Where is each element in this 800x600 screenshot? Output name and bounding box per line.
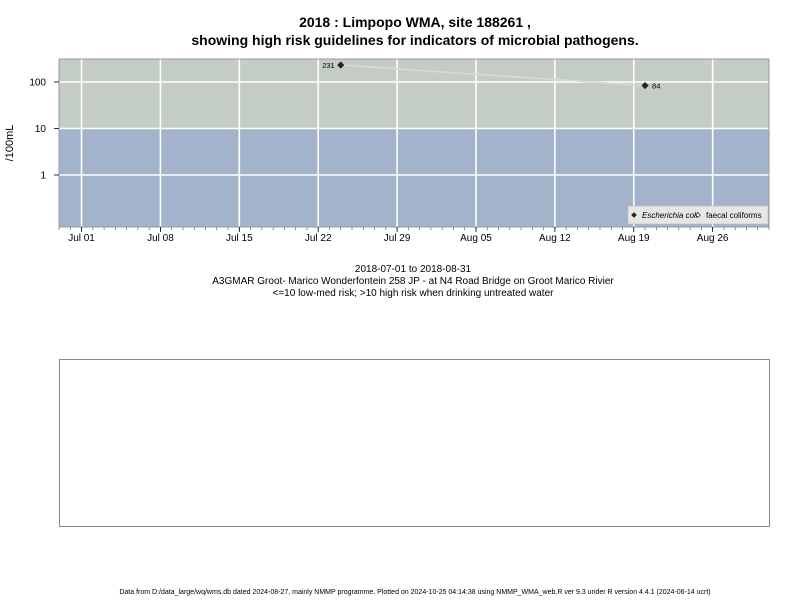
y-axis: 1 10 100 [29,78,59,182]
x-tick-label: Aug 05 [460,233,492,244]
x-axis: Jul 01 Jul 08 Jul 15 Jul 22 Jul 29 Aug 05 Aug … [68,227,729,244]
major-gridlines [59,59,769,227]
date-range: 2018-07-01 to 2018-08-31 [354,264,472,275]
chart-svg: 1 10 100 Jul 01 Jul 08 Jul 15 Jul 22 Jul 29 Aug… [4,58,770,244]
legend-marker [631,212,637,218]
data-label: 84 [652,82,660,91]
data-point [641,81,649,90]
y-tick-label: 1 [40,171,46,182]
x-tick-label: Aug 26 [697,233,729,244]
plot-border [58,58,770,228]
station-description: A3GMAR Groot- Marico Wonderfontein 258 J… [212,276,614,287]
x-tick-label: Jul 29 [384,233,411,244]
legend-label: faecal coliforms [706,211,762,220]
y-axis-label: /100mL [4,125,16,162]
x-tick-label: Aug 19 [618,233,650,244]
x-tick-label: Jul 01 [68,233,95,244]
chart-title-line-2: showing high risk guidelines for indicat… [191,32,639,48]
empty-plot-panel [59,359,770,527]
data-label: 231 [322,61,335,70]
series-layer: 231 84 [322,61,660,90]
footer-note: Data from D:/data_large/wq/wms.db dated … [119,589,711,596]
x-tick-label: Jul 15 [226,233,253,244]
data-point [337,61,345,69]
y-tick-label: 100 [29,78,46,89]
chart-title-line-1: 2018 : Limpopo WMA, site 188261 , [299,14,531,30]
legend-marker [695,212,701,218]
x-tick-label: Jul 08 [147,233,174,244]
legend: Escherichia coli faecal coliforms [627,205,769,225]
y-tick-label: 10 [35,124,47,135]
risk-note: <=10 low-med risk; >10 high risk when dr… [272,288,554,299]
x-tick-label: Jul 22 [305,233,332,244]
x-tick-label: Aug 12 [539,233,571,244]
legend-label: Escherichia coli [642,211,698,220]
series-line [340,64,646,87]
